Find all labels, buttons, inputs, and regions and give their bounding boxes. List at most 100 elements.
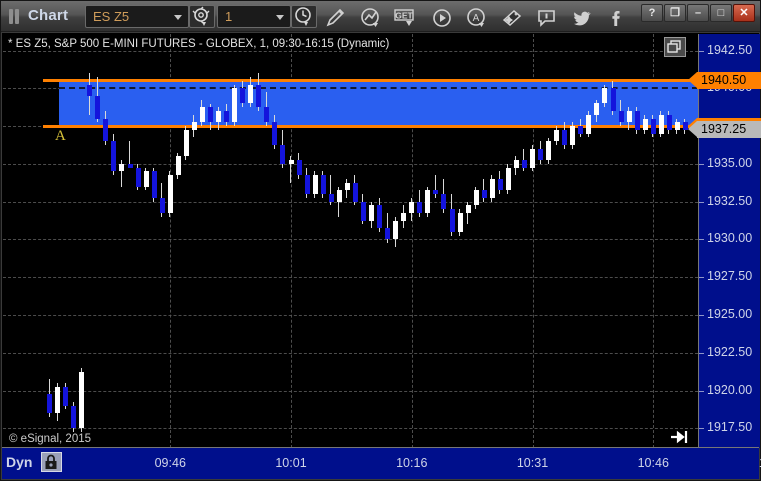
close-button[interactable]: ✕ — [733, 4, 755, 22]
time-axis-tick: 10:46 — [637, 456, 669, 470]
interval-clock-button[interactable] — [291, 5, 317, 28]
candle-body — [682, 122, 688, 130]
price-tag-pointer — [688, 121, 697, 138]
candle-body — [570, 126, 576, 146]
interval-input[interactable]: 1 — [217, 5, 291, 28]
symbol-input[interactable]: ES Z5 — [85, 5, 189, 28]
candlestick — [538, 141, 544, 164]
symbol-value: ES Z5 — [93, 9, 130, 24]
draw-pencil-icon[interactable] — [323, 5, 349, 29]
grid-line-horizontal — [3, 428, 698, 430]
play-icon[interactable] — [429, 5, 455, 29]
candlestick — [634, 107, 640, 134]
candlestick — [328, 175, 334, 206]
candle-body — [562, 129, 568, 146]
price-plot-area[interactable]: A * ES Z5, S&P 500 E-MINI FUTURES - GLOB… — [3, 34, 698, 448]
candlestick — [55, 383, 61, 421]
get-symbol-icon[interactable]: GET — [393, 5, 419, 29]
dyn-label: Dyn — [6, 454, 33, 470]
candle-body — [594, 103, 600, 115]
price-axis-tick: 1935.00 — [707, 155, 753, 170]
symbol-search-button[interactable] — [189, 5, 215, 28]
chat-icon[interactable] — [534, 5, 560, 29]
grid-line-horizontal — [3, 277, 698, 279]
goto-end-icon[interactable] — [670, 430, 690, 444]
candlestick — [151, 167, 157, 202]
candlestick — [280, 129, 286, 168]
price-axis-tickmark — [699, 352, 704, 354]
price-tag-body — [697, 72, 761, 90]
chevron-down-icon[interactable] — [276, 15, 284, 20]
candle-body — [216, 111, 222, 123]
grid-line-vertical — [411, 34, 413, 448]
panel-restore-icon[interactable] — [664, 37, 686, 57]
candle-body — [232, 88, 238, 123]
studies-icon[interactable] — [358, 5, 384, 29]
candle-body — [457, 213, 463, 232]
candlestick — [417, 190, 423, 217]
price-tag-pointer — [688, 72, 697, 89]
zone-top-line[interactable] — [43, 78, 698, 82]
grid-line-horizontal — [3, 163, 698, 165]
price-axis-tick: 1920.00 — [707, 382, 753, 397]
twitter-icon[interactable] — [569, 5, 595, 29]
chevron-down-icon[interactable] — [174, 15, 182, 20]
candlestick — [47, 379, 52, 418]
candle-body — [473, 190, 479, 206]
candle-body — [79, 371, 85, 429]
facebook-icon[interactable] — [604, 5, 630, 29]
candlestick — [610, 80, 616, 115]
candle-body — [385, 228, 391, 240]
time-axis-tick: 09:46 — [154, 456, 186, 470]
grid-line-horizontal — [3, 50, 698, 52]
candle-wick — [120, 160, 122, 187]
candlestick — [562, 122, 568, 149]
candle-wick — [129, 141, 130, 168]
candle-body — [546, 141, 552, 161]
candlestick — [505, 163, 511, 195]
candle-wick — [338, 186, 340, 217]
candle-body — [256, 84, 262, 108]
minimize-button[interactable]: – — [687, 4, 709, 22]
candlestick — [344, 179, 350, 198]
candle-body — [425, 190, 431, 214]
annotation-icon[interactable]: A — [464, 5, 490, 29]
candle-body — [95, 95, 101, 119]
candle-body — [602, 88, 608, 104]
price-axis-tickmark — [699, 428, 704, 430]
candlestick — [465, 201, 471, 225]
help-button[interactable]: ? — [641, 4, 663, 22]
candle-body — [369, 205, 374, 221]
candlestick — [256, 73, 262, 112]
lock-icon[interactable] — [41, 452, 62, 472]
time-axis[interactable]: Dyn 09:46 10:01 10:16 10:31 10:46 11:01 — [2, 447, 761, 479]
title-bar: Chart ES Z5 1 — [1, 1, 760, 32]
maximize-button[interactable]: □ — [710, 4, 732, 22]
candle-body — [304, 175, 310, 195]
candlestick — [63, 383, 69, 410]
candle-body — [191, 122, 197, 130]
candlestick — [554, 126, 560, 146]
price-axis-tick: 1925.00 — [707, 307, 753, 322]
candlestick — [594, 99, 600, 123]
candlestick — [425, 186, 431, 217]
help-label: ? — [648, 7, 656, 19]
price-axis-tick: 1922.50 — [707, 344, 753, 359]
grid-line-horizontal — [3, 239, 698, 241]
candlestick — [658, 111, 664, 138]
restore-button[interactable]: ❐ — [664, 4, 686, 22]
ribbon-icon[interactable] — [499, 5, 525, 29]
price-axis[interactable]: 1942.501940.001937.501935.001932.501930.… — [688, 34, 761, 448]
candlestick — [682, 118, 688, 134]
candlestick — [143, 167, 149, 191]
candle-body — [497, 179, 503, 191]
candle-body — [224, 111, 230, 123]
candlestick — [336, 186, 342, 217]
chart-frame: A * ES Z5, S&P 500 E-MINI FUTURES - GLOB… — [2, 33, 761, 448]
price-axis-tick: 1927.50 — [707, 269, 753, 284]
candlestick — [513, 156, 519, 176]
candle-body — [465, 205, 471, 214]
zone-bottom-line[interactable] — [43, 125, 698, 129]
candle-wick — [330, 175, 332, 206]
candle-body — [489, 179, 495, 198]
